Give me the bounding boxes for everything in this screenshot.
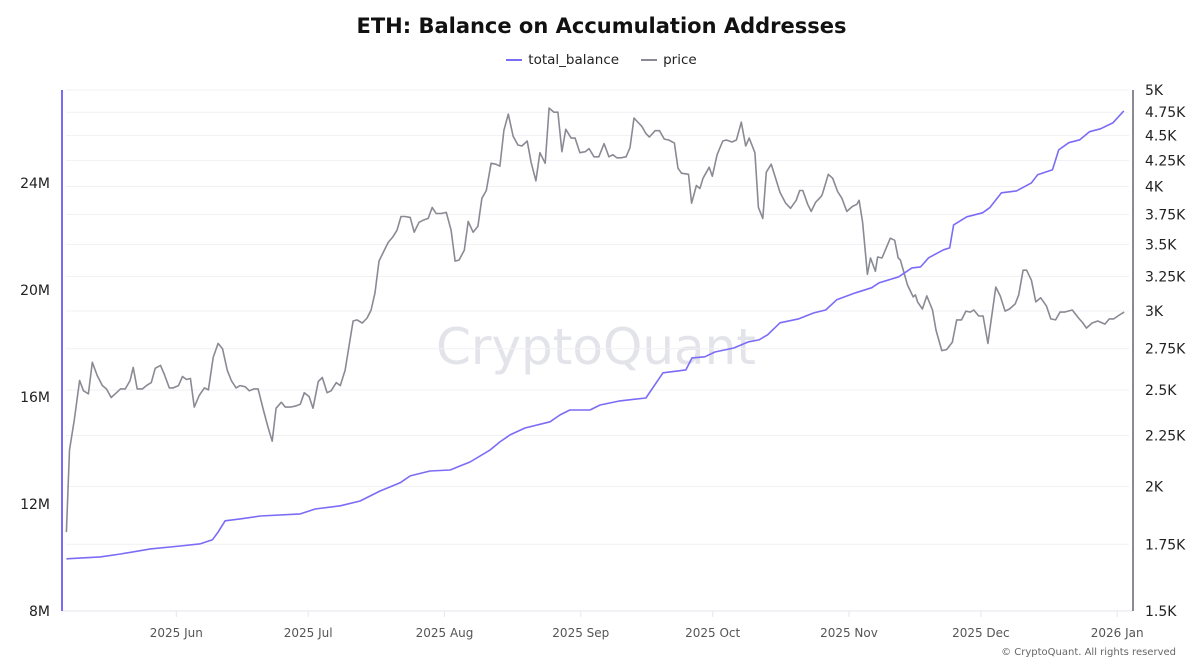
series-lines [65, 107, 1125, 560]
legend-label-total-balance: total_balance [528, 52, 620, 68]
x-tick-label: 2025 Jul [284, 626, 333, 640]
x-tick-label: 2025 Dec [952, 626, 1010, 640]
y-right-tick-label: 1.75K [1145, 537, 1186, 553]
y-right-tick-label: 2.75K [1145, 342, 1186, 358]
series-line-total-balance [66, 110, 1125, 560]
legend: total_balance price [0, 52, 1203, 68]
y-right-tick-label: 2K [1145, 480, 1164, 496]
x-tick-label: 2026 Jan [1091, 626, 1144, 640]
y-left-tick-label: 12M [20, 497, 50, 513]
axes: 1.5K 1.75K 2K 2.25K 2.5K 2.75K 3K 3.25K 3.5K 3.75… [20, 83, 1186, 640]
x-tick-label: 2025 Aug [416, 626, 474, 640]
y-left-tick-label: 20M [20, 283, 50, 299]
x-tick-label: 2025 Oct [685, 626, 740, 640]
y-right-tick-label: 2.5K [1145, 383, 1177, 399]
chart-title: ETH: Balance on Accumulation Addresses [356, 14, 847, 38]
x-tick-label: 2025 Sep [552, 626, 609, 640]
gridlines [66, 89, 1129, 545]
y-right-tick-label: 4K [1145, 180, 1164, 196]
y-right-tick-label: 5K [1145, 83, 1164, 99]
copyright-footer: © CryptoQuant. All rights reserved [1001, 647, 1176, 658]
y-right-tick-label: 4.75K [1145, 105, 1186, 121]
y-right-tick-label: 3.75K [1145, 207, 1186, 223]
y-left-tick-label: 16M [20, 390, 50, 406]
legend-swatch-price [641, 59, 658, 61]
legend-swatch-total-balance [506, 59, 523, 61]
y-right-tick-label: 3K [1145, 304, 1164, 320]
y-right-tick-label: 4.5K [1145, 129, 1177, 145]
y-right-tick-label: 3.5K [1145, 237, 1177, 253]
legend-item-total-balance[interactable]: total_balance [506, 52, 619, 68]
y-right-tick-label: 2.25K [1145, 429, 1186, 445]
y-right-tick-label: 3.25K [1145, 269, 1186, 285]
legend-item-price[interactable]: price [641, 52, 697, 68]
legend-label-price: price [663, 52, 697, 68]
watermark: CryptoQuant [436, 318, 756, 376]
y-right-tick-label: 1.5K [1145, 604, 1177, 620]
x-tick-label: 2025 Nov [820, 626, 878, 640]
y-right-tick-label: 4.25K [1145, 153, 1186, 169]
x-tick-label: 2025 Jun [150, 626, 203, 640]
y-left-tick-label: 8M [29, 604, 50, 620]
y-left-tick-label: 24M [20, 176, 50, 192]
series-line-price [65, 107, 1125, 533]
